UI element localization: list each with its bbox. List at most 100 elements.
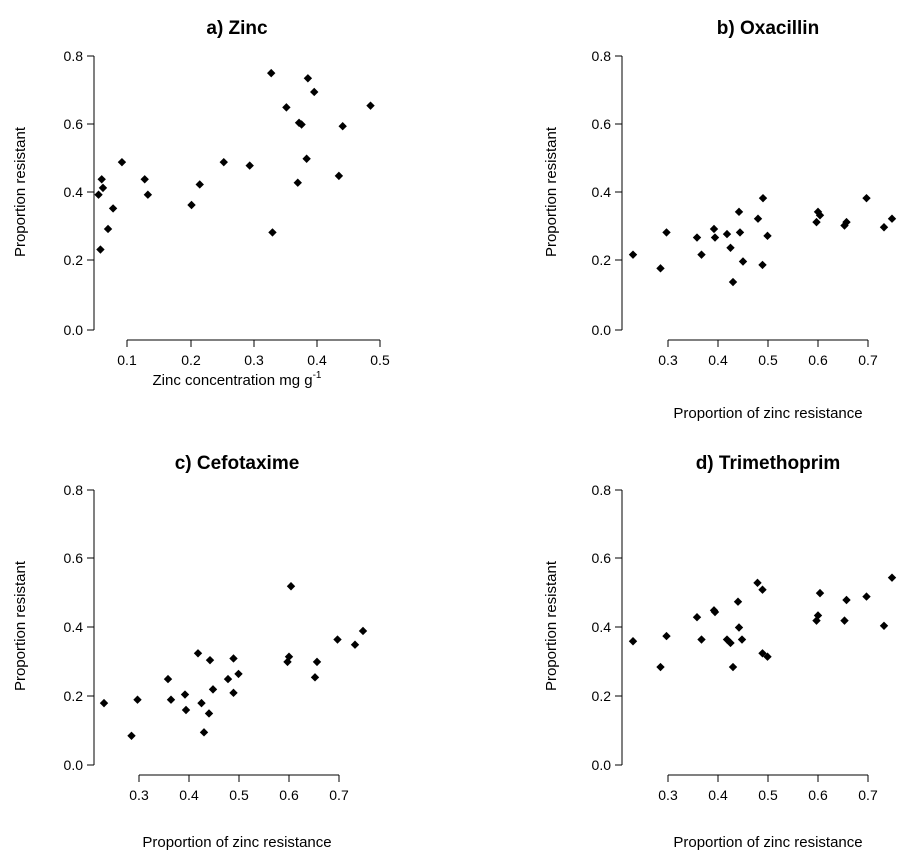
data-point: [840, 616, 849, 625]
data-point: [710, 233, 720, 242]
data-point: [284, 652, 294, 661]
data-point: [234, 669, 243, 679]
data-point: [197, 698, 206, 708]
data-point: [812, 217, 821, 227]
data-point: [181, 705, 191, 715]
data-point: [133, 695, 142, 704]
data-point: [726, 243, 735, 252]
y-tick-label: 0.2: [64, 688, 84, 704]
y-tick-label: 0.6: [592, 550, 612, 566]
y-tick-label: 0.0: [64, 757, 84, 773]
y-tick-label: 0.2: [592, 688, 612, 704]
data-point: [758, 585, 767, 594]
data-point: [334, 171, 344, 181]
data-point: [229, 654, 238, 663]
data-point: [734, 207, 744, 217]
data-point: [293, 178, 302, 187]
data-point: [734, 623, 744, 632]
data-point: [312, 657, 322, 667]
panel-d: d) Trimethoprim 0.0 0.2 0.4 0.6 0.8 0.3 0.4 0.5 0…: [543, 453, 897, 851]
x-tick-label: 0.1: [117, 352, 137, 368]
data-point: [208, 685, 218, 694]
data-point: [205, 655, 215, 665]
data-point: [656, 264, 665, 273]
y-tick-label: 0.0: [592, 322, 612, 338]
data-point: [879, 223, 889, 232]
data-point: [862, 592, 871, 601]
data-point: [710, 607, 720, 617]
data-point: [758, 193, 768, 203]
x-axis-label: Proportion of zinc resistance: [142, 834, 331, 851]
x-tick-label: 0.7: [858, 352, 878, 368]
data-point: [117, 157, 127, 167]
y-tick-label: 0.0: [64, 322, 84, 338]
data-point: [96, 245, 105, 254]
y-tick-label: 0.8: [64, 482, 84, 498]
data-point: [98, 183, 108, 193]
data-point: [815, 211, 825, 220]
data-point: [842, 595, 851, 605]
data-point: [303, 74, 313, 83]
data-point: [97, 175, 106, 184]
data-point: [737, 635, 747, 644]
data-point: [180, 690, 190, 699]
y-tick-label: 0.2: [592, 252, 612, 268]
data-point: [94, 190, 103, 199]
data-point: [763, 652, 772, 661]
data-point: [662, 631, 671, 641]
data-point: [166, 695, 176, 704]
x-tick-label: 0.6: [279, 787, 299, 803]
x-tick-label: 0.5: [758, 787, 778, 803]
data-point: [738, 257, 748, 266]
y-axis-label: Proportion resistant: [12, 126, 29, 257]
data-point: [366, 101, 375, 110]
x-tick-label: 0.4: [708, 787, 728, 803]
data-point: [310, 87, 319, 97]
panel-title: b) Oxacillin: [717, 18, 819, 39]
data-point: [302, 154, 311, 163]
panel-a: a) Zinc 0.0 0.2 0.4 0.6 0.8 0.1 0.2 0.3 0.4 0.5 Pro…: [12, 18, 390, 389]
data-point: [887, 214, 897, 223]
data-point: [297, 120, 306, 129]
x-axis-label: Proportion of zinc resistance: [673, 405, 862, 422]
data-point: [143, 190, 153, 199]
data-point: [229, 688, 238, 698]
y-tick-label: 0.4: [592, 619, 612, 635]
panel-b: b) Oxacillin 0.0 0.2 0.4 0.6 0.8 0.3 0.4 0.5 0.6 0…: [543, 18, 897, 422]
panel-c: c) Cefotaxime 0.0 0.2 0.4 0.6 0.8 0.3 0.4 0.5 0.6…: [12, 453, 368, 851]
panel-title: a) Zinc: [206, 18, 268, 39]
x-tick-label: 0.4: [708, 352, 728, 368]
panel-title: c) Cefotaxime: [175, 453, 300, 474]
data-point: [267, 68, 276, 78]
data-point: [245, 161, 254, 170]
data-point: [862, 193, 871, 203]
data-point: [692, 612, 702, 622]
x-tick-label: 0.6: [808, 352, 828, 368]
data-point: [282, 103, 291, 112]
data-point: [219, 157, 228, 167]
data-point: [286, 582, 296, 591]
data-point: [722, 229, 732, 239]
y-tick-label: 0.4: [64, 619, 84, 635]
y-tick-label: 0.8: [592, 48, 612, 64]
data-point: [733, 597, 743, 606]
data-point: [310, 673, 320, 682]
x-tick-label: 0.4: [307, 352, 327, 368]
data-point: [728, 277, 738, 287]
y-tick-label: 0.8: [64, 48, 84, 64]
data-point: [103, 224, 113, 234]
data-point: [662, 228, 671, 237]
data-point: [199, 728, 209, 737]
panel-title: d) Trimethoprim: [696, 453, 841, 474]
x-tick-label: 0.3: [244, 352, 264, 368]
data-point: [697, 250, 706, 259]
x-tick-label: 0.2: [181, 352, 201, 368]
x-tick-label: 0.4: [179, 787, 199, 803]
y-axis-label: Proportion resistant: [12, 560, 29, 691]
data-point: [763, 231, 772, 241]
data-point: [350, 640, 360, 649]
data-point: [815, 588, 825, 598]
x-tick-label: 0.3: [658, 352, 678, 368]
x-tick-label: 0.5: [229, 787, 249, 803]
y-tick-label: 0.0: [592, 757, 612, 773]
